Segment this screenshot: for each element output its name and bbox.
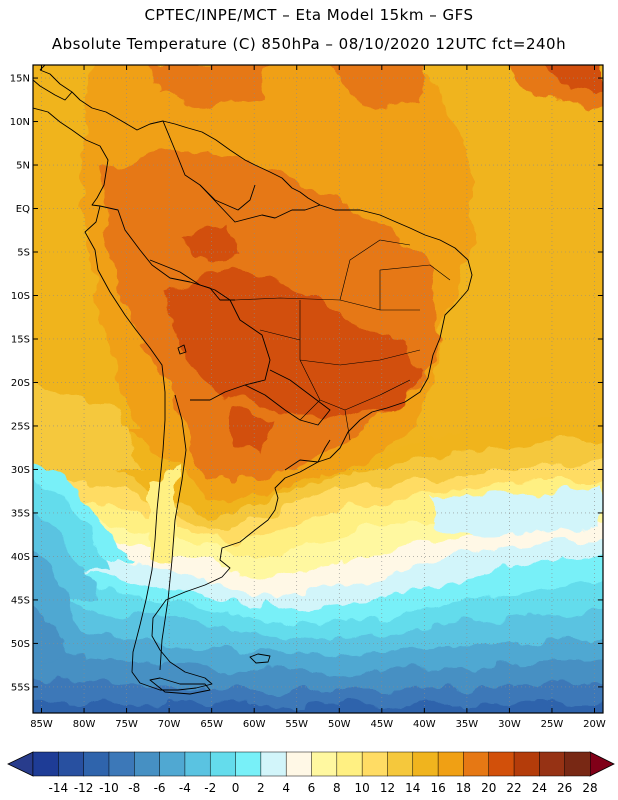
lon-tick-label: 80W (73, 719, 96, 730)
colorbar-swatch (488, 751, 515, 777)
colorbar-swatch (412, 751, 439, 777)
colorbar-swatch (285, 751, 313, 777)
lat-tick-label: 25S (11, 421, 30, 432)
colorbar-swatch (437, 751, 464, 777)
colorbar-label: 0 (232, 781, 240, 795)
colorbar-label: 28 (582, 781, 597, 795)
lon-tick-label: 30W (498, 719, 521, 730)
colorbar-label: 14 (405, 781, 420, 795)
temperature-colorbar: -14 -12 -10 -8 -6 -4 -2 0 2 4 6 8 10 12 14 16 18 20 22 24 26… (7, 751, 615, 795)
colorbar-swatch (564, 751, 591, 777)
latitude-axis: 15N 10N 5N EQ 5S 10S 15S 20S 25S 30S 35S 40S 45S 50S 5… (10, 74, 603, 693)
lon-tick-label: 25W (541, 719, 564, 730)
lon-tick-label: 75W (115, 719, 138, 730)
lon-tick-label: 70W (158, 719, 181, 730)
lat-tick-label: 5N (16, 161, 30, 172)
colorbar-label: 2 (257, 781, 265, 795)
border-uruguay (284, 439, 331, 471)
lat-tick-label: 5S (17, 248, 30, 259)
central-america (33, 65, 73, 101)
lat-tick-label: 45S (11, 595, 30, 606)
map-title-line1: CPTEC/INPE/MCT – Eta Model 15km – GFS (144, 6, 474, 24)
colorbar-label: 8 (333, 781, 341, 795)
colorbar-label: 26 (557, 781, 572, 795)
lat-tick-label: EQ (16, 204, 30, 215)
colorbar-label: 20 (481, 781, 496, 795)
lon-tick-label: 60W (243, 719, 266, 730)
lon-tick-label: 45W (370, 719, 393, 730)
longitude-axis: 85W 80W 75W 70W 65W 60W 55W 50W 45W 40W 35W 30W 25W 2… (30, 65, 606, 730)
lat-tick-label: 55S (11, 682, 30, 693)
colorbar-swatch (184, 751, 211, 777)
colorbar-swatch (134, 751, 161, 777)
lake-titicaca (177, 344, 187, 355)
lon-tick-label: 85W (30, 719, 53, 730)
lon-tick-label: 55W (285, 719, 308, 730)
colorbar-label: 10 (354, 781, 369, 795)
colorbar-label: -14 (49, 781, 69, 795)
temperature-field (33, 65, 603, 713)
colorbar-swatch (260, 751, 287, 777)
border-brazil-north (199, 184, 321, 223)
colorbar-under-arrow (7, 751, 34, 777)
border-argentina-chile (159, 394, 187, 671)
colorbar-swatch (235, 751, 262, 777)
lat-tick-label: 15N (10, 74, 30, 85)
border-bolivia (149, 259, 271, 401)
colorbar-label: -10 (99, 781, 119, 795)
lon-tick-label: 50W (328, 719, 351, 730)
colorbar-swatch (513, 751, 540, 777)
lon-tick-label: 20W (583, 719, 606, 730)
lat-lon-grid (33, 65, 603, 713)
colorbar-swatch (209, 751, 237, 777)
colorbar-swatch (336, 751, 363, 777)
colorbar-label: 18 (456, 781, 471, 795)
lat-tick-label: 10S (11, 291, 30, 302)
map-title-line2: Absolute Temperature (C) 850hPa – 08/10/… (51, 35, 567, 53)
colorbar-swatch (58, 751, 85, 777)
colorbar-swatch (32, 751, 59, 777)
colorbar-label: -8 (128, 781, 140, 795)
colorbar-label: -6 (154, 781, 166, 795)
coastlines-and-borders (33, 65, 473, 695)
lon-tick-label: 40W (413, 719, 436, 730)
lat-tick-label: 10N (10, 117, 30, 128)
colorbar-swatch (463, 751, 490, 777)
colorbar-swatch (361, 751, 389, 777)
colorbar-label: -4 (179, 781, 191, 795)
map-frame (32, 64, 604, 714)
colorbar-swatch (539, 751, 566, 777)
colorbar-swatch (387, 751, 414, 777)
lat-tick-label: 30S (11, 465, 30, 476)
colorbar-label: 22 (506, 781, 521, 795)
border-paraguay (244, 369, 331, 426)
lat-tick-label: 20S (11, 378, 30, 389)
colorbar-swatch (108, 751, 135, 777)
colorbar-swatch (83, 751, 110, 777)
colorbar-label: 12 (380, 781, 395, 795)
falklands (249, 653, 271, 664)
border-peru-brazil (99, 205, 235, 301)
lat-tick-label: 40S (11, 552, 30, 563)
lat-tick-label: 15S (11, 334, 30, 345)
colorbar-label: -12 (74, 781, 94, 795)
tierra-del-fuego (149, 677, 211, 695)
colorbar-label: -2 (204, 781, 216, 795)
colorbar-swatch (311, 751, 338, 777)
brazil-states (234, 239, 451, 441)
colorbar-over-arrow (589, 751, 615, 777)
colorbar-label: 6 (308, 781, 316, 795)
lon-tick-label: 35W (456, 719, 479, 730)
colorbar-swatch (159, 751, 186, 777)
lon-tick-label: 65W (200, 719, 223, 730)
coastline-south-america (33, 69, 473, 691)
colorbar-label: 24 (532, 781, 547, 795)
lat-tick-label: 35S (11, 508, 30, 519)
colorbar-label: 4 (282, 781, 290, 795)
colorbar-label: 16 (430, 781, 445, 795)
lat-tick-label: 50S (11, 639, 30, 650)
